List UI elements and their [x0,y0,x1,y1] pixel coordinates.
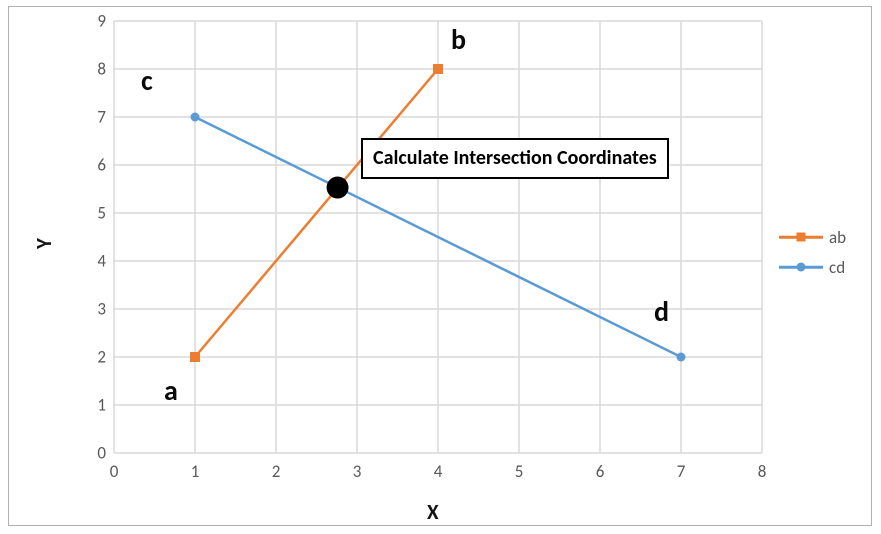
y-tick-label: 3 [76,299,106,320]
x-axis-title: X [427,499,439,525]
y-tick-label: 7 [76,107,106,128]
y-tick-label: 2 [76,347,106,368]
x-tick-label: 5 [515,461,524,482]
y-tick-label: 4 [76,251,106,272]
x-tick-label: 8 [758,461,767,482]
y-axis-title: Y [31,238,57,249]
legend-item-ab: ab [779,222,846,252]
intersection-marker [327,177,349,199]
x-tick-label: 2 [272,461,281,482]
x-tick-label: 0 [110,461,119,482]
series-layer [114,21,762,453]
legend-item-cd: cd [779,252,846,282]
y-tick-label: 5 [76,203,106,224]
y-tick-label: 8 [76,59,106,80]
x-tick-label: 4 [434,461,443,482]
intersection-callout: Calculate Intersection Coordinates [361,138,669,179]
y-tick-label: 9 [76,11,106,32]
marker-c [191,113,200,122]
point-label-b: b [451,22,466,57]
plot-area [114,21,762,453]
series-line-ab [195,69,438,357]
point-label-a: a [164,373,178,408]
point-label-d: d [654,294,669,329]
x-tick-label: 1 [191,461,200,482]
marker-a [190,352,200,362]
x-tick-label: 6 [596,461,605,482]
legend: ab cd [779,222,846,282]
point-label-c: c [141,63,153,98]
x-tick-label: 7 [677,461,686,482]
y-tick-label: 6 [76,155,106,176]
marker-b [433,64,443,74]
y-tick-label: 0 [76,443,106,464]
marker-d [677,353,686,362]
legend-swatch-ab [779,227,823,247]
legend-label: cd [829,257,845,278]
y-tick-label: 1 [76,395,106,416]
chart-container: Y X Calculate Intersection Coordinates a… [8,6,872,526]
legend-swatch-cd [779,257,823,277]
legend-label: ab [829,227,846,248]
x-tick-label: 3 [353,461,362,482]
